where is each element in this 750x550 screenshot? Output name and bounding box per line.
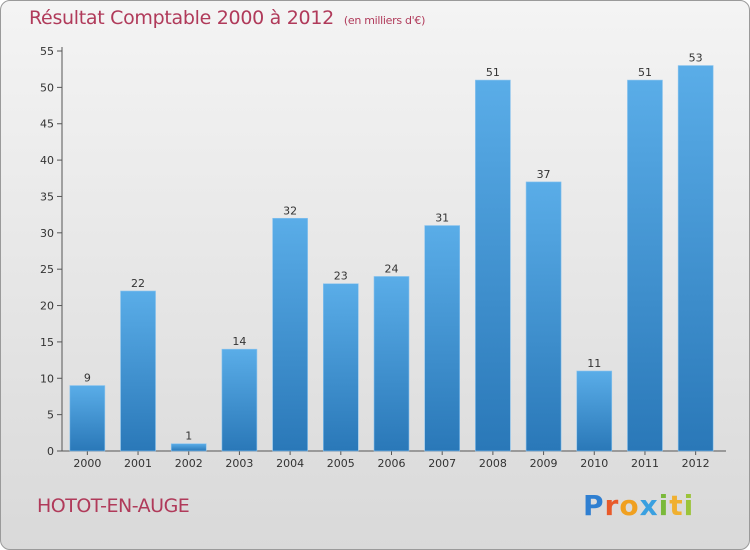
- bar-2002: [170, 443, 207, 452]
- y-tick-label: 20: [40, 300, 54, 313]
- x-tick-label-2008: 2008: [479, 457, 507, 470]
- value-label-2003: 14: [232, 335, 246, 348]
- y-tick-label: 0: [47, 445, 54, 458]
- x-tick-label-2003: 2003: [225, 457, 253, 470]
- bar-2004: [272, 217, 308, 452]
- chart-bars: 9 22 1 14 32 23 24 31 51 37 11 51 53: [69, 52, 714, 452]
- y-tick-label: 25: [40, 263, 54, 276]
- x-tick-label-2000: 2000: [73, 457, 101, 470]
- x-tick-label-2009: 2009: [530, 457, 558, 470]
- bar-2003: [221, 348, 258, 452]
- value-label-2010: 11: [587, 357, 601, 370]
- value-label-2008: 51: [486, 66, 500, 79]
- value-label-2006: 24: [385, 262, 399, 275]
- y-tick-label: 55: [40, 45, 54, 58]
- commune-name: HOTOT-EN-AUGE: [37, 495, 190, 517]
- y-tick-label: 40: [40, 154, 54, 167]
- chart-title-text: Résultat Comptable 2000 à 2012: [29, 7, 334, 29]
- value-label-2005: 23: [334, 270, 348, 283]
- value-label-2007: 31: [435, 212, 449, 225]
- bar-2006: [373, 276, 410, 452]
- x-tick-label-2001: 2001: [124, 457, 152, 470]
- chart-title: Résultat Comptable 2000 à 2012 (en millie…: [29, 7, 425, 29]
- bar-2009: [525, 181, 562, 452]
- proxiti-logo: Proxiti: [583, 489, 695, 522]
- x-tick-label-2006: 2006: [378, 457, 406, 470]
- value-label-2004: 32: [283, 204, 297, 217]
- x-tick-label-2005: 2005: [327, 457, 355, 470]
- y-tick-label: 15: [40, 336, 54, 349]
- value-label-2012: 53: [689, 52, 703, 65]
- y-tick-label: 45: [40, 118, 54, 131]
- value-label-2011: 51: [638, 66, 652, 79]
- bar-2010: [576, 370, 613, 452]
- y-tick-label: 5: [47, 409, 54, 422]
- bar-2012: [677, 65, 714, 452]
- bar-2000: [69, 385, 106, 452]
- x-tick-label-2012: 2012: [682, 457, 710, 470]
- x-tick-label-2004: 2004: [276, 457, 304, 470]
- value-label-2001: 22: [131, 277, 145, 290]
- bar-2005: [323, 283, 359, 452]
- x-tick-label-2007: 2007: [428, 457, 456, 470]
- x-tick-label-2011: 2011: [631, 457, 659, 470]
- y-tick-label: 10: [40, 372, 54, 385]
- chart-unit-label: (en milliers d'€): [343, 14, 426, 27]
- value-label-2000: 9: [84, 372, 91, 385]
- bar-2001: [120, 290, 156, 452]
- x-tick-label-2002: 2002: [175, 457, 203, 470]
- bar-2008: [475, 79, 511, 452]
- bar-2011: [627, 79, 663, 452]
- x-tick-label-2010: 2010: [580, 457, 608, 470]
- value-label-2009: 37: [537, 168, 551, 181]
- y-tick-label: 30: [40, 227, 54, 240]
- value-label-2002: 1: [185, 430, 192, 443]
- y-tick-label: 50: [40, 81, 54, 94]
- bar-2007: [424, 225, 460, 452]
- y-tick-label: 35: [40, 190, 54, 203]
